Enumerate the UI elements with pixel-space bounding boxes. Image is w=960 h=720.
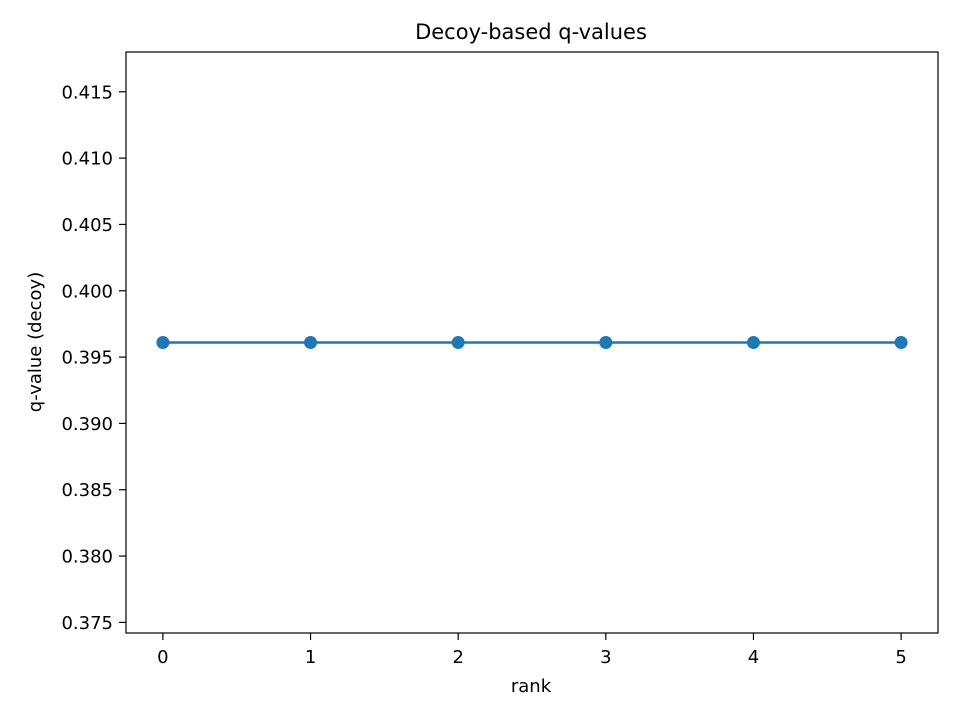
y-tick-label: 0.375	[61, 613, 113, 634]
y-tick-label: 0.410	[61, 149, 113, 170]
y-tick-label: 0.390	[61, 414, 113, 435]
data-point	[156, 336, 170, 349]
y-tick-label: 0.415	[61, 82, 113, 103]
y-axis-label: q-value (decoy)	[25, 272, 46, 412]
y-tick-label: 0.380	[61, 547, 113, 568]
y-axis: 0.375 0.380 0.385 0.390 0.395 0.400 0.405 0.410…	[61, 82, 126, 634]
x-tick-label: 0	[157, 647, 168, 668]
x-tick-label: 3	[600, 647, 611, 668]
x-tick-label: 5	[895, 647, 906, 668]
data-point	[451, 336, 465, 349]
y-tick-label: 0.385	[61, 480, 113, 501]
series-layer	[156, 336, 908, 349]
data-point	[599, 336, 613, 349]
y-tick-label: 0.405	[61, 215, 113, 236]
data-point	[304, 336, 318, 349]
x-tick-label: 2	[452, 647, 463, 668]
data-point	[746, 336, 760, 349]
y-tick-label: 0.400	[61, 281, 113, 302]
data-point	[894, 336, 908, 349]
x-axis: 0 1 2 3 4 5	[157, 633, 907, 668]
y-tick-label: 0.395	[61, 348, 113, 369]
x-tick-label: 1	[305, 647, 316, 668]
x-axis-label: rank	[511, 676, 552, 697]
x-tick-label: 4	[748, 647, 759, 668]
chart-title: Decoy-based q-values	[415, 20, 647, 44]
